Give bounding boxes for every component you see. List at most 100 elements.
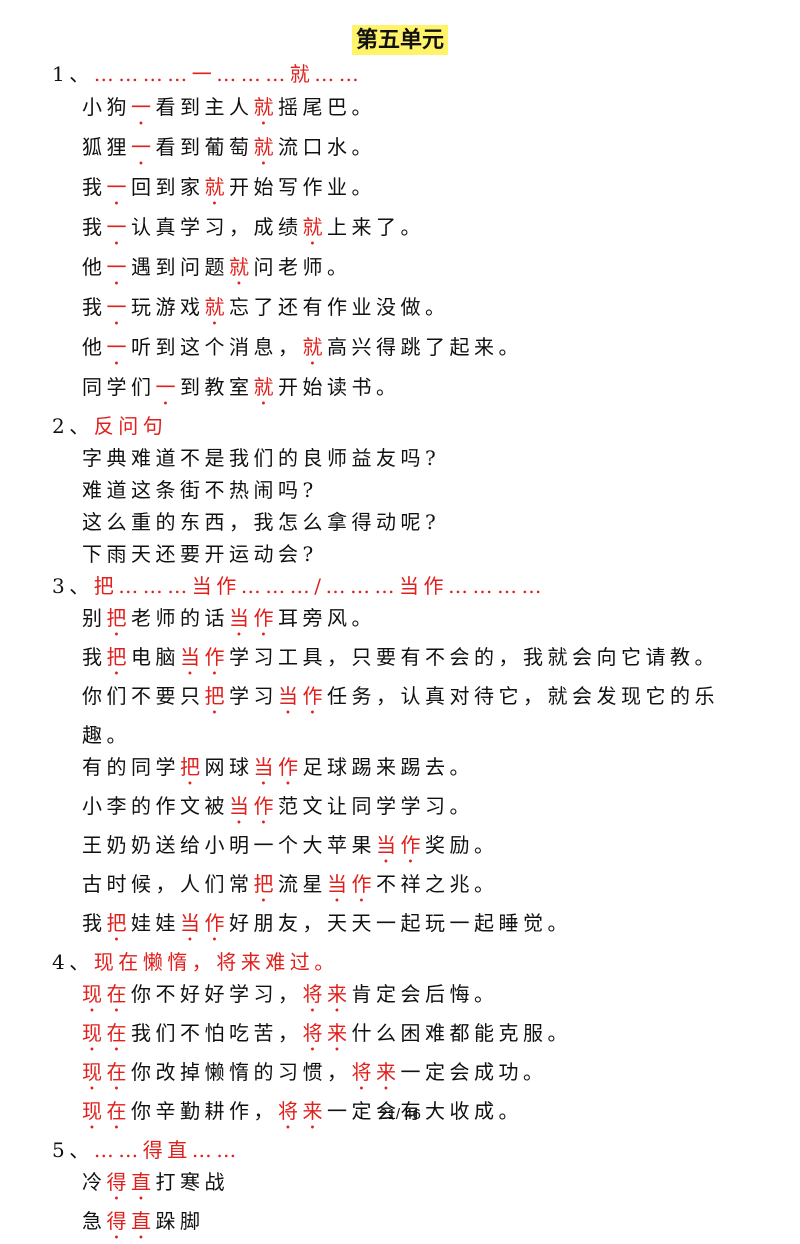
section-heading: 5、……得直…… bbox=[52, 1134, 762, 1166]
text: 开始读书。 bbox=[278, 375, 401, 399]
text: 流口水。 bbox=[278, 135, 376, 159]
emphasis: 将来 bbox=[278, 1099, 327, 1123]
sentence: 现在你改掉懒惰的习惯，将来一定会成功。 bbox=[82, 1056, 762, 1095]
emphasis: 将来 bbox=[302, 982, 352, 1006]
text: 你辛勤耕作， bbox=[131, 1099, 278, 1123]
sentence: 古时候，人们常把流星当作不祥之兆。 bbox=[82, 868, 762, 907]
emphasis: 得直 bbox=[106, 1170, 156, 1194]
text: 老师的话 bbox=[131, 606, 229, 630]
text: 肯定会后悔。 bbox=[351, 982, 499, 1006]
sentence: 我把娃娃当作好朋友，天天一起玩一起睡觉。 bbox=[82, 907, 762, 946]
heading-text: 把………当作………/………当作………… bbox=[93, 574, 546, 598]
text: 难道这条街不热闹吗? bbox=[82, 478, 318, 502]
text: 看到葡萄 bbox=[155, 135, 254, 159]
emphasis: 现在 bbox=[82, 1021, 131, 1045]
text: 下雨天还要开运动会? bbox=[82, 542, 318, 566]
emphasis: 就 bbox=[204, 175, 229, 199]
sentence: 冷得直打寒战 bbox=[82, 1166, 762, 1205]
text: 我 bbox=[82, 295, 107, 319]
sentence: 下雨天还要开运动会? bbox=[82, 538, 762, 570]
section: 5、……得直…… 冷得直打寒战 急得直跺脚 bbox=[52, 1134, 762, 1244]
emphasis: 现在 bbox=[82, 1060, 131, 1084]
emphasis: 将来 bbox=[302, 1021, 352, 1045]
page-number: 21/ 46 bbox=[379, 1106, 421, 1123]
text: 古时候，人们常 bbox=[82, 872, 254, 896]
page: 第五单元 1、…………一………就…… 小狗一看到主人就摇尾巴。 狐狸一看到葡萄就流口… bbox=[52, 25, 715, 1233]
text: 听到这个消息， bbox=[131, 335, 303, 359]
text: 不祥之兆。 bbox=[376, 872, 499, 896]
emphasis: 一 bbox=[131, 95, 156, 119]
text: 玩游戏 bbox=[131, 295, 205, 319]
heading-text: ……得直…… bbox=[93, 1138, 241, 1162]
text: 小狗 bbox=[82, 95, 131, 119]
content: 1、…………一………就…… 小狗一看到主人就摇尾巴。 狐狸一看到葡萄就流口水。 我一回… bbox=[52, 58, 762, 1244]
emphasis: 现在 bbox=[82, 1099, 131, 1123]
sentence: 这么重的东西，我怎么拿得动呢? bbox=[82, 506, 762, 538]
text: 你们不要只 bbox=[82, 684, 205, 708]
text: 任务，认真对待它，就会发现它的乐趣。 bbox=[82, 684, 719, 747]
section-heading: 4、现在懒惰，将来难过。 bbox=[52, 946, 762, 978]
text: 看到主人 bbox=[155, 95, 254, 119]
emphasis: 一 bbox=[106, 215, 131, 239]
section: 1、…………一………就…… 小狗一看到主人就摇尾巴。 狐狸一看到葡萄就流口水。 我一回… bbox=[52, 58, 762, 410]
text: 我 bbox=[82, 911, 107, 935]
text: 打寒战 bbox=[155, 1170, 229, 1194]
heading-text: …………一………就…… bbox=[93, 62, 364, 86]
text: 这么重的东西，我怎么拿得动呢? bbox=[82, 510, 441, 534]
emphasis: 一 bbox=[106, 175, 131, 199]
section-number: 2、 bbox=[52, 414, 94, 438]
emphasis: 当作 bbox=[376, 833, 425, 857]
emphasis: 一 bbox=[155, 375, 180, 399]
text: 一定会成功。 bbox=[400, 1060, 548, 1084]
text: 他 bbox=[82, 335, 107, 359]
sentence: 难道这条街不热闹吗? bbox=[82, 474, 762, 506]
emphasis: 当作 bbox=[229, 606, 278, 630]
emphasis: 就 bbox=[204, 295, 229, 319]
emphasis: 当作 bbox=[278, 684, 327, 708]
text: 你改掉懒惰的习惯， bbox=[131, 1060, 352, 1084]
emphasis: 现在 bbox=[82, 982, 131, 1006]
sentence: 现在我们不怕吃苦，将来什么困难都能克服。 bbox=[82, 1017, 762, 1056]
text: 娃娃 bbox=[131, 911, 180, 935]
sentence: 你们不要只把学习当作任务，认真对待它，就会发现它的乐趣。 bbox=[82, 680, 762, 751]
text: 小李的作文被 bbox=[82, 794, 229, 818]
section-number: 3、 bbox=[52, 574, 94, 598]
text: 同学们 bbox=[82, 375, 156, 399]
emphasis: 一 bbox=[106, 335, 131, 359]
text: 范文让同学学习。 bbox=[278, 794, 474, 818]
text: 王奶奶送给小明一个大苹果 bbox=[82, 833, 376, 857]
text: 遇到问题 bbox=[131, 255, 229, 279]
emphasis: 就 bbox=[253, 375, 278, 399]
text: 我们不怕吃苦， bbox=[131, 1021, 303, 1045]
sentence: 现在你辛勤耕作，将来一定会有大收成。 bbox=[82, 1095, 762, 1134]
sentence: 王奶奶送给小明一个大苹果当作奖励。 bbox=[82, 829, 762, 868]
sentence: 有的同学把网球当作足球踢来踢去。 bbox=[82, 751, 762, 790]
text: 他 bbox=[82, 255, 107, 279]
section-number: 4、 bbox=[52, 950, 94, 974]
text: 字典难道不是我们的良师益友吗? bbox=[82, 446, 441, 470]
sentence: 小李的作文被当作范文让同学学习。 bbox=[82, 790, 762, 829]
emphasis: 当作 bbox=[180, 645, 229, 669]
text: 摇尾巴。 bbox=[278, 95, 376, 119]
text: 我 bbox=[82, 215, 107, 239]
sentence: 我一玩游戏就忘了还有作业没做。 bbox=[82, 290, 762, 330]
text: 网球 bbox=[204, 755, 254, 779]
sentence: 现在你不好好学习，将来肯定会后悔。 bbox=[82, 978, 762, 1017]
text: 学习工具，只要有不会的，我就会向它请教。 bbox=[229, 645, 719, 669]
section-heading: 1、…………一………就…… bbox=[52, 58, 762, 90]
emphasis: 将来 bbox=[351, 1060, 401, 1084]
text: 奖励。 bbox=[425, 833, 499, 857]
text: 学习 bbox=[229, 684, 278, 708]
heading-text: 现在懒惰，将来难过。 bbox=[93, 950, 339, 974]
emphasis: 把 bbox=[180, 755, 205, 779]
emphasis: 一 bbox=[131, 135, 156, 159]
section-number: 1、 bbox=[52, 62, 94, 86]
text: 好朋友，天天一起玩一起睡觉。 bbox=[229, 911, 572, 935]
sentence: 他一听到这个消息，就高兴得跳了起来。 bbox=[82, 330, 762, 370]
text: 流星 bbox=[278, 872, 327, 896]
emphasis: 当作 bbox=[229, 794, 278, 818]
sentence: 急得直跺脚 bbox=[82, 1205, 762, 1244]
text: 足球踢来踢去。 bbox=[302, 755, 474, 779]
heading-text: 反问句 bbox=[93, 414, 168, 438]
text: 有的同学 bbox=[82, 755, 180, 779]
